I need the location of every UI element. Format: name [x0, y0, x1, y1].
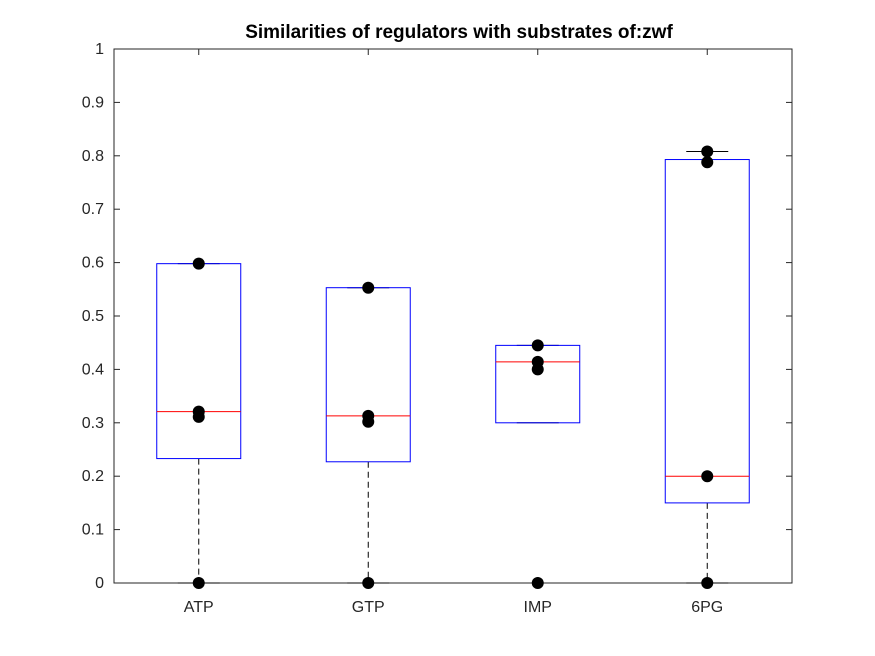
y-tick-label: 0.9	[82, 94, 104, 111]
data-point	[192, 257, 205, 270]
data-point	[362, 281, 375, 294]
y-tick-label: 0	[95, 575, 104, 592]
box-GTP	[325, 287, 411, 463]
data-point	[362, 409, 375, 422]
data-point	[531, 577, 544, 589]
data-point	[192, 405, 205, 418]
y-tick-label: 1	[95, 41, 104, 58]
data-point	[531, 355, 544, 368]
data-point	[701, 470, 714, 483]
data-point	[192, 577, 205, 589]
data-point	[701, 145, 714, 158]
data-point	[531, 339, 544, 352]
x-tick-label: 6PG	[691, 599, 723, 616]
box-ATP	[156, 263, 242, 460]
y-tick-label: 0.8	[82, 148, 104, 165]
x-tick-label: IMP	[524, 599, 552, 616]
data-point	[701, 156, 714, 169]
x-tick-label: GTP	[352, 599, 385, 616]
data-point	[701, 577, 714, 589]
y-tick-label: 0.4	[82, 361, 104, 378]
y-tick-label: 0.5	[82, 308, 104, 325]
y-tick-label: 0.3	[82, 415, 104, 432]
box-6PG	[664, 159, 750, 504]
data-point	[362, 577, 375, 589]
x-tick-label: ATP	[184, 599, 214, 616]
y-tick-label: 0.2	[82, 468, 104, 485]
y-tick-label: 0.1	[82, 522, 104, 539]
y-tick-label: 0.6	[82, 255, 104, 272]
chart-title: Similarities of regulators with substrat…	[245, 22, 673, 43]
y-tick-label: 0.7	[82, 201, 104, 218]
